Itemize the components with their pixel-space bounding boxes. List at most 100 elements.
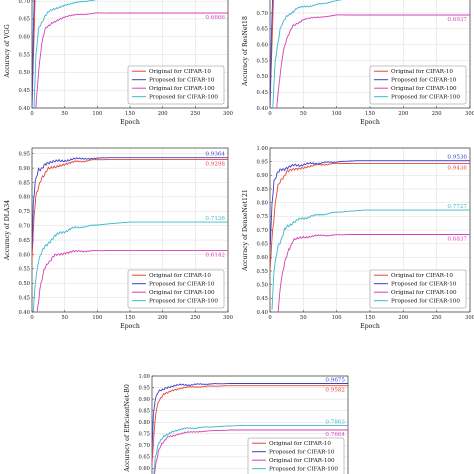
legend: Original for CIFAR-10 Proposed for CIFAR-…: [127, 269, 225, 309]
y-tick-label: 0.90: [18, 166, 30, 172]
final-value-label: 0.9582: [325, 388, 345, 394]
y-tick-label: 0.95: [256, 159, 268, 165]
x-tick-label: 0: [268, 315, 271, 321]
y-axis-label: Accuracy of EfficientNet-B0: [124, 384, 131, 473]
x-axis-label: Epoch: [120, 323, 140, 330]
y-tick-label: 0.70: [18, 223, 30, 229]
series-line-prop10: [270, 160, 470, 252]
legend-label: Original for CIFAR-10: [149, 273, 211, 279]
x-tick-label: 300: [223, 315, 233, 321]
series-line-orig100: [277, 234, 470, 312]
y-tick-label: 0.40: [256, 106, 268, 112]
y-tick-label: 0.95: [18, 152, 30, 158]
x-tick-label: 200: [398, 111, 408, 117]
series-line-prop10: [32, 157, 228, 249]
x-tick-label: 300: [465, 315, 474, 321]
y-tick-label: 0.45: [256, 296, 268, 302]
chart-panel-2: 0.40 0.45 0.50 0.55 0.60 0.65 0.70 0 50 100 150 200…: [242, 0, 474, 126]
plot-frame: [151, 375, 349, 474]
x-tick-label: 200: [158, 111, 168, 117]
x-tick-label: 300: [223, 111, 233, 117]
legend-box: [127, 269, 225, 309]
y-tick-label: 0.50: [18, 281, 30, 287]
y-tick-label: 0.60: [138, 466, 150, 472]
x-tick-label: 250: [190, 315, 200, 321]
y-tick-label: 1.00: [138, 374, 150, 380]
plot-frame: [269, 0, 471, 109]
y-tick-label: 0.55: [256, 58, 268, 64]
x-tick-label: 0: [30, 111, 33, 117]
legend-label: Original for CIFAR-10: [391, 273, 453, 279]
y-tick-label: 1.00: [256, 146, 268, 152]
x-tick-label: 150: [365, 315, 375, 321]
final-value-label: 0.6142: [205, 252, 225, 258]
final-value-label: 0.9436: [447, 165, 467, 171]
y-tick-label: 0.80: [18, 195, 30, 201]
series-line-orig100: [276, 14, 470, 108]
y-tick-label: 0.70: [18, 0, 30, 5]
x-tick-label: 100: [92, 111, 102, 117]
legend: Original for CIFAR-10 Proposed for CIFAR-…: [369, 269, 467, 309]
y-tick-label: 0.45: [18, 88, 30, 94]
series-line-orig100: [36, 249, 228, 312]
x-tick-label: 250: [432, 111, 442, 117]
y-tick-label: 0.95: [138, 385, 150, 391]
legend-box: [127, 65, 225, 105]
y-tick-label: 0.50: [256, 74, 268, 80]
series-line-orig100: [35, 12, 228, 108]
legend-label: Proposed for CIFAR-100: [149, 299, 218, 305]
x-tick-label: 100: [332, 111, 342, 117]
legend-label: Original for CIFAR-100: [149, 86, 215, 92]
final-value-label: 0.9364: [205, 152, 225, 158]
legend-label: Proposed for CIFAR-100: [149, 95, 218, 101]
legend-label: Original for CIFAR-10: [149, 69, 211, 75]
series-line-orig10: [270, 162, 470, 272]
y-tick-label: 0.70: [256, 228, 268, 234]
legend: Original for CIFAR-10 Proposed for CIFAR-…: [247, 437, 345, 474]
legend-box: [369, 65, 467, 105]
plot-frame: [31, 0, 229, 109]
y-tick-label: 0.45: [256, 90, 268, 96]
legend-box: [247, 437, 345, 474]
x-tick-label: 50: [300, 111, 307, 117]
y-tick-label: 0.55: [18, 52, 30, 58]
final-value-label: 0.9536: [447, 155, 467, 161]
y-tick-label: 0.90: [138, 397, 150, 403]
x-tick-label: 200: [158, 315, 168, 321]
y-tick-label: 0.55: [18, 267, 30, 273]
y-tick-label: 0.60: [18, 252, 30, 258]
legend-label: Original for CIFAR-100: [269, 458, 335, 464]
series-line-prop10: [32, 0, 35, 108]
series-line-prop100: [33, 0, 97, 108]
y-tick-label: 0.55: [256, 269, 268, 275]
y-tick-label: 0.65: [256, 241, 268, 247]
legend-label: Proposed for CIFAR-100: [269, 467, 338, 473]
x-axis-label: Epoch: [120, 119, 140, 126]
y-tick-label: 0.40: [18, 310, 30, 316]
series-group: [152, 383, 348, 474]
y-axis-label: Accuracy of DenseNet121: [242, 189, 249, 272]
legend: Original for CIFAR-10 Proposed for CIFAR-…: [369, 65, 467, 105]
x-tick-label: 0: [30, 315, 33, 321]
series-line-orig10: [152, 385, 348, 464]
final-value-label: 0.7727: [447, 204, 467, 210]
series-line-orig100: [154, 429, 348, 474]
y-tick-label: 0.80: [256, 200, 268, 206]
legend-box: [369, 269, 467, 309]
chart-panel-5: 0.550.600.650.700.750.800.850.900.951.00…: [124, 374, 349, 474]
series-line-prop100: [272, 0, 343, 108]
y-tick-label: 0.40: [256, 310, 268, 316]
series-group: [32, 157, 228, 312]
plot-frame: [31, 147, 229, 313]
x-tick-label: 0: [268, 111, 271, 117]
series-line-orig10: [32, 158, 228, 261]
y-tick-label: 0.65: [18, 17, 30, 23]
x-tick-label: 300: [465, 111, 474, 117]
chart-panel-1: 0.40 0.45 0.50 0.55 0.60 0.65 0.70 0 50 100 150 200…: [4, 0, 233, 126]
y-tick-label: 0.50: [256, 282, 268, 288]
x-tick-label: 150: [365, 111, 375, 117]
legend-label: Proposed for CIFAR-10: [149, 282, 215, 288]
series-line-prop10: [270, 0, 273, 108]
y-tick-label: 0.50: [18, 70, 30, 76]
